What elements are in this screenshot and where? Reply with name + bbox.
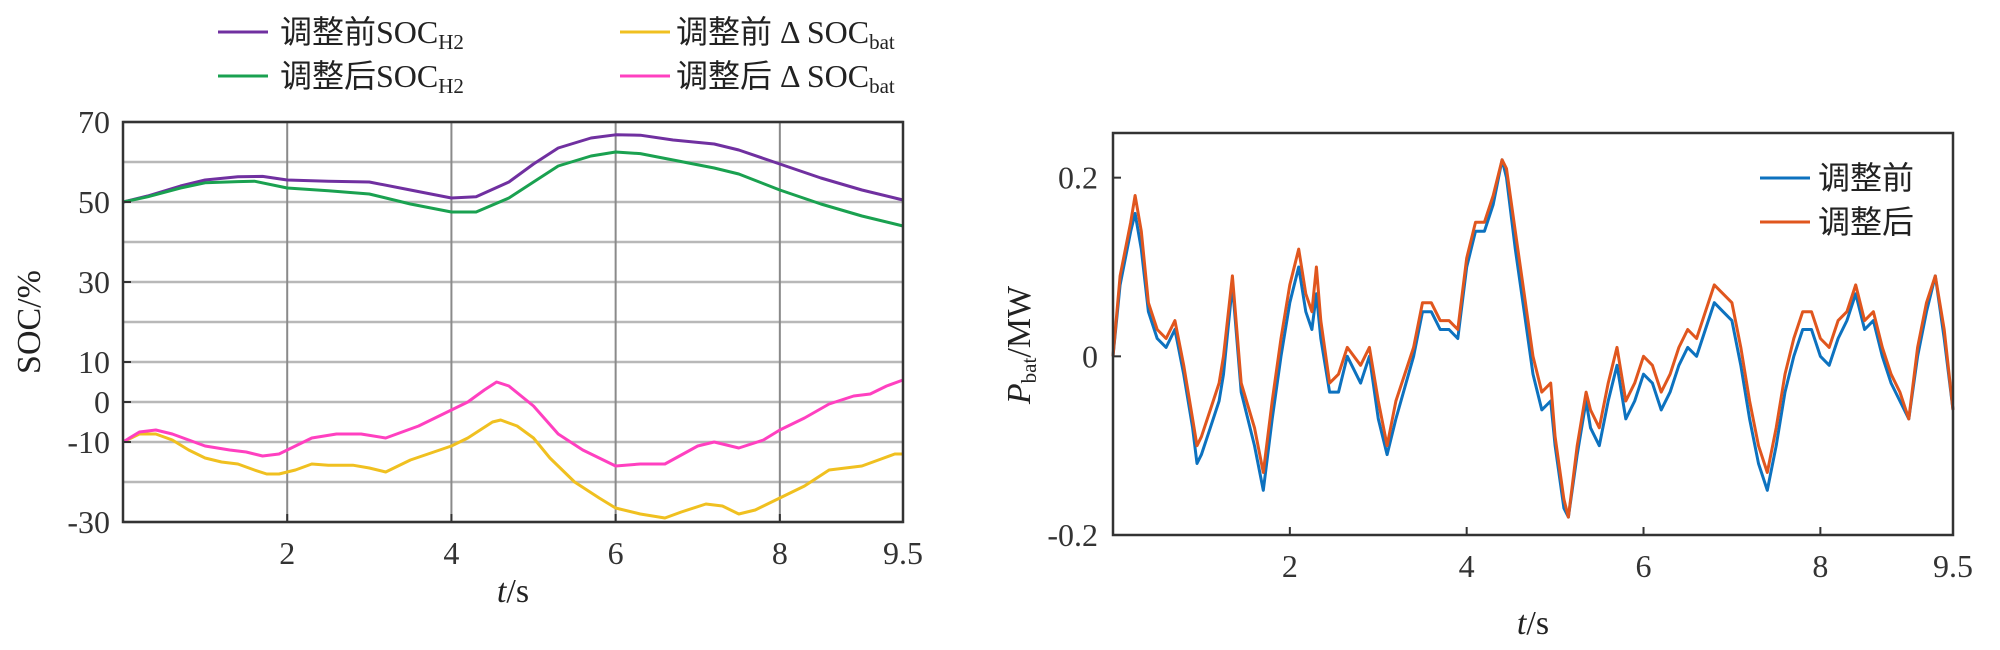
right-chart: 2 4 6 8 9.5 0.2 0 -0.2 t/s Pbat/MW 调整前 调整后 [1001,131,1973,642]
c0-xtick-label-0: 2 [279,535,295,571]
c0-xtick-label-1: 4 [443,535,459,571]
left-legend: 调整前SOCH2 调整后SOCH2 调整前 Δ SOCbat 调整后 Δ SOC… [218,14,895,98]
legend-label-r0: 调整前 [1818,160,1914,196]
c0-ytick-label-0: 70 [78,104,110,140]
legend-label-2: 调整前 Δ SOCbat [676,14,895,54]
right-x-axis-label: t/s [1517,605,1549,642]
right-series-group [1111,158,1955,519]
left-y-axis-label: SOC/% [11,270,48,374]
c1-ytick-label-0: 0.2 [1058,160,1098,196]
left-y-ticks: 70 50 30 10 0 -10 -30 [67,104,131,540]
legend-label-r1: 调整后 [1818,204,1914,240]
right-plot-frame [1111,131,1955,537]
right-y-ticks: 0.2 0 -0.2 [1047,160,1121,553]
c0-ytick-label-6: -30 [67,504,110,540]
c0-ytick-label-2: 30 [78,264,110,300]
c1-xtick-label-0: 2 [1282,548,1298,584]
c0-ytick-label-3: 10 [78,344,110,380]
c1-xtick-label-2: 6 [1636,548,1652,584]
c0-series-line-3 [122,378,904,468]
c0-series-line-1 [122,150,904,228]
right-x-ticks: 2 4 6 8 9.5 [1282,527,1973,584]
c0-xtick-label-4: 9.5 [883,535,923,571]
c0-ytick-label-5: -10 [67,424,110,460]
left-x-ticks: 2 4 6 8 9.5 [279,514,923,571]
c0-ytick-label-4: 0 [94,384,110,420]
c0-ytick-label-1: 50 [78,184,110,220]
c0-xtick-label-2: 6 [608,535,624,571]
right-y-axis-label: Pbat/MW [1001,285,1041,405]
legend-label-0: 调整前SOCH2 [280,14,464,54]
left-chart: 2 4 6 8 9.5 70 50 30 10 0 -10 -30 t/s SOC/% 调整前SOC… [11,14,923,610]
legend-label-3: 调整后 Δ SOCbat [676,58,895,98]
left-series-group [122,133,904,520]
left-plot-frame [121,120,905,524]
left-x-axis-label: t/s [497,573,529,610]
c0-series-line-2 [122,418,903,520]
c1-ytick-label-2: -0.2 [1047,517,1098,553]
c1-xtick-label-4: 9.5 [1933,548,1973,584]
c1-series-line-1 [1111,158,1955,519]
legend-label-1: 调整后SOCH2 [280,58,464,98]
right-legend: 调整前 调整后 [1760,160,1914,240]
c0-series-line-0 [122,133,904,204]
c0-xtick-label-3: 8 [772,535,788,571]
c1-xtick-label-3: 8 [1812,548,1828,584]
c1-ytick-label-1: 0 [1082,338,1098,374]
c1-xtick-label-1: 4 [1459,548,1475,584]
